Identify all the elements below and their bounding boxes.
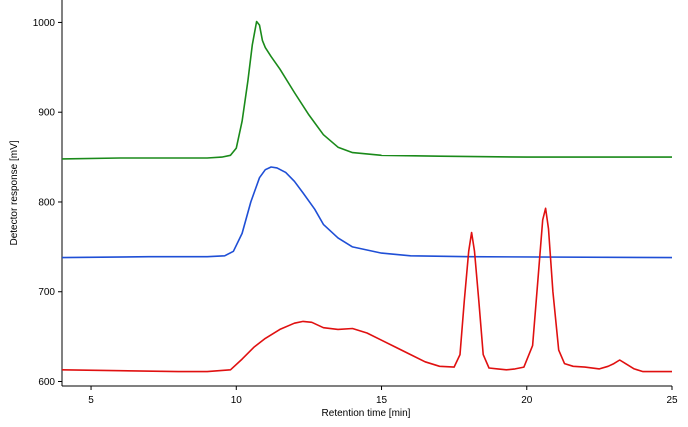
y-tick-label: 1000 [33,18,56,29]
plot-area [61,20,673,373]
series-line-3 [61,207,672,373]
x-tick-label: 10 [231,395,243,406]
x-tick-label: 5 [88,395,94,406]
x-tick-label: 25 [666,395,678,406]
y-tick-label: 600 [38,377,55,388]
y-tick-label: 800 [38,197,55,208]
y-tick-label: 700 [38,287,55,298]
series-line-2 [61,166,673,259]
series-line-1 [61,20,672,160]
x-axis-label: Retention time [min] [322,408,411,419]
axes [61,0,672,387]
y-axis-label: Detector response [mV] [9,140,20,245]
y-tick-label: 900 [38,108,55,119]
ticks: 5 10 15 20 25 600 700 800 900 1000 [33,18,678,406]
x-tick-label: 15 [376,395,388,406]
x-tick-label: 20 [521,395,533,406]
